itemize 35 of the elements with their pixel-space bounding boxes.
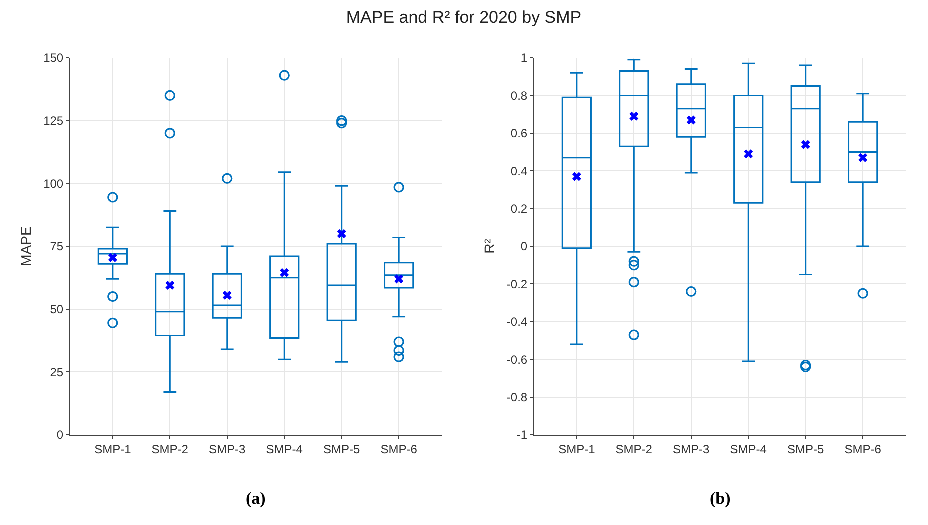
y-tick-label: 150 xyxy=(44,51,64,66)
x-tick-label: SMP-4 xyxy=(730,442,768,456)
x-tick-label: SMP-2 xyxy=(152,442,189,456)
y-tick-label: 0 xyxy=(520,240,528,254)
text: (a) xyxy=(246,489,266,508)
y-tick-label: 0.2 xyxy=(510,202,528,216)
y-tick-label: 0 xyxy=(56,428,64,442)
y-tick-label: -0.8 xyxy=(506,390,528,404)
y-tick-label: -0.2 xyxy=(506,277,528,292)
y-tick-label: 0.8 xyxy=(510,88,528,103)
y-tick-label: -1 xyxy=(516,428,528,442)
y-tick-label: -0.6 xyxy=(506,352,528,367)
x-tick-label: SMP-2 xyxy=(616,442,653,456)
y-axis-title: MAPE xyxy=(18,226,34,266)
y-tick-label: 0.6 xyxy=(510,126,528,141)
chart-title: MAPE and R² for 2020 by SMP xyxy=(345,8,583,28)
x-tick-label: SMP-3 xyxy=(209,442,246,456)
y-axis-title: R² xyxy=(482,238,498,254)
y-tick-label: 0.4 xyxy=(510,164,528,178)
y-tick-label: 100 xyxy=(44,176,64,191)
y-tick-label: 75 xyxy=(50,240,64,254)
x-tick-label: SMP-1 xyxy=(94,442,132,456)
y-tick-label: -0.4 xyxy=(506,315,528,330)
x-tick-label: SMP-5 xyxy=(324,442,361,456)
y-tick-label: 25 xyxy=(50,365,64,380)
y-tick-label: 1 xyxy=(520,51,528,66)
x-tick-label: SMP-4 xyxy=(266,442,304,456)
y-tick-label: 125 xyxy=(44,114,64,128)
x-tick-label: SMP-1 xyxy=(558,442,596,456)
text: (b) xyxy=(710,489,731,508)
y-tick-label: 50 xyxy=(50,302,64,317)
x-tick-label: SMP-6 xyxy=(844,442,882,456)
x-tick-label: SMP-6 xyxy=(380,442,418,456)
x-tick-label: SMP-3 xyxy=(673,442,710,456)
x-tick-label: SMP-5 xyxy=(788,442,825,456)
